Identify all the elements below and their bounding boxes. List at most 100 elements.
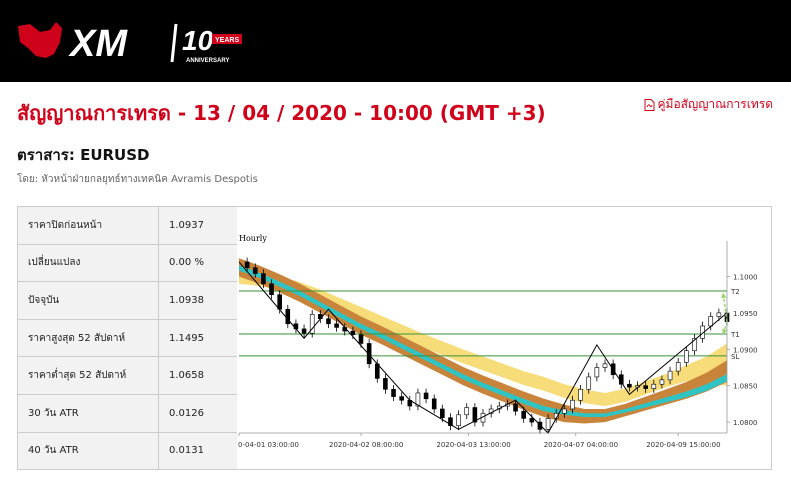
candle-body xyxy=(277,294,282,310)
stat-label: ปัจจุบัน xyxy=(17,281,159,320)
candle-body xyxy=(692,338,697,352)
candle-body xyxy=(716,312,722,317)
x-tick-label: 2020-04-07 04:00:00 xyxy=(544,441,618,449)
candle-body xyxy=(675,362,681,372)
signal-chart: T2 T1 SL 1.1000 1.0950 1.0900 1.0850 1.0800 0-04… xyxy=(237,206,772,470)
logo-text: XM xyxy=(68,23,128,65)
stat-label: ราคาสูงสุด 52 สัปดาห์ xyxy=(17,318,159,358)
candle-body xyxy=(651,383,657,389)
stat-value: 1.0937 xyxy=(158,206,238,245)
xm-logo[interactable]: XM 10 YEARS ANNIVERSARY xyxy=(16,18,246,66)
candle-body xyxy=(627,383,632,388)
level-label-sl: SL xyxy=(731,353,739,361)
projection-arrowhead xyxy=(721,292,727,299)
stats-row: ราคาปิดก่อนหน้า 1.0937 xyxy=(17,206,238,245)
level-label-t1: T1 xyxy=(730,331,740,339)
candle-body xyxy=(326,318,331,325)
stat-value: 0.00 % xyxy=(158,243,238,283)
instrument-symbol: ตราสาร: EURUSD xyxy=(17,146,150,164)
candle-body xyxy=(309,314,315,334)
y-tick-label: 1.1000 xyxy=(733,273,758,281)
y-tick-label: 1.0900 xyxy=(733,346,758,354)
signals-guide-link-label: คู่มือสัญญาณการเทรด xyxy=(657,97,774,111)
y-tick-label: 1.0850 xyxy=(733,383,758,391)
stat-label: เปลี่ยนแปลง xyxy=(17,243,159,283)
stat-value: 0.0131 xyxy=(158,431,238,471)
stats-row: 30 วัน ATR 0.0126 xyxy=(17,393,238,433)
stats-row: 40 วัน ATR 0.0131 xyxy=(17,431,238,471)
stat-value: 0.0126 xyxy=(158,393,238,433)
candle-body xyxy=(586,376,592,390)
anniversary-badge xyxy=(212,34,242,44)
stats-row: ราคาต่ำสุด 52 สัปดาห์ 1.0658 xyxy=(17,356,238,395)
candle-body xyxy=(301,328,307,334)
level-label-t2: T2 xyxy=(730,288,740,296)
candle-body xyxy=(383,378,388,390)
bull-icon xyxy=(18,22,62,58)
candle-body xyxy=(659,379,665,385)
candle-body xyxy=(431,398,437,410)
timeframe-label: Hourly xyxy=(239,234,267,243)
candle-body xyxy=(399,396,404,401)
x-tick-label: 2020-04-09 15:00:00 xyxy=(646,441,720,449)
top-header-bar: XM 10 YEARS ANNIVERSARY xyxy=(0,0,791,82)
zigzag-line xyxy=(238,261,728,434)
candle-body xyxy=(545,418,551,430)
candle-body xyxy=(537,421,543,430)
stat-value: 1.0938 xyxy=(158,281,238,320)
candle-body xyxy=(244,261,250,269)
candle-body xyxy=(594,367,600,378)
candle-body xyxy=(562,408,567,414)
stat-label: 40 วัน ATR xyxy=(17,431,159,471)
y-tick-label: 1.0950 xyxy=(733,310,758,318)
chart-svg: T2 T1 SL 1.1000 1.0950 1.0900 1.0850 1.0800 0-04… xyxy=(238,234,758,449)
stats-table: ราคาปิดก่อนหน้า 1.0937 เปลี่ยนแปลง 0.00 % … xyxy=(17,206,238,471)
projection-arrowhead xyxy=(722,328,728,335)
candle-body xyxy=(415,392,421,407)
band-inner-teal xyxy=(239,265,727,417)
candle-body xyxy=(667,370,673,381)
stat-value: 1.1495 xyxy=(158,318,238,358)
candle-body xyxy=(464,407,470,416)
candle-body xyxy=(513,403,518,412)
candle-body xyxy=(602,363,608,368)
candle-body xyxy=(350,330,356,336)
candle-body xyxy=(269,283,274,295)
candle-body xyxy=(358,334,364,344)
candle-body xyxy=(440,408,445,419)
stats-row: ปัจจุบัน 1.0938 xyxy=(17,281,238,320)
anniversary-number: 10 xyxy=(182,25,214,56)
candle-body xyxy=(684,350,689,363)
candle-body xyxy=(423,392,429,400)
candle-body xyxy=(252,267,258,274)
anniversary-badge-text: YEARS xyxy=(215,37,239,44)
stats-row: เปลี่ยนแปลง 0.00 % xyxy=(17,243,238,283)
candle-body xyxy=(643,385,648,389)
stat-label: ราคาปิดก่อนหน้า xyxy=(17,206,159,245)
candle-body xyxy=(261,273,266,285)
candle-body xyxy=(578,389,583,401)
anniversary-label: ANNIVERSARY xyxy=(186,58,229,64)
y-tick-label: 1.0800 xyxy=(733,419,758,427)
signals-guide-link[interactable]: คู่มือสัญญาณการเทรด xyxy=(644,95,774,114)
stat-value: 1.0658 xyxy=(158,356,238,395)
stat-label: 30 วัน ATR xyxy=(17,393,159,433)
pdf-icon xyxy=(644,98,654,111)
page-title: สัญญาณการเทรด - 13 / 04 / 2020 - 10:00 (… xyxy=(17,101,546,125)
candle-body xyxy=(456,414,461,427)
author-line: โดย: หัวหน้าฝ่ายกลยุทธ์ทางเทคนิค Avramis… xyxy=(17,174,258,185)
band-middle-brown xyxy=(239,258,727,424)
x-tick-label: 2020-04-03 13:00:00 xyxy=(436,441,510,449)
candle-body xyxy=(448,417,453,427)
stat-label: ราคาต่ำสุด 52 สัปดาห์ xyxy=(17,356,159,395)
candle-body xyxy=(570,399,575,410)
candle-body xyxy=(366,343,372,365)
candle-body xyxy=(521,410,526,419)
x-tick-label: 0-04-01 03:00:00 xyxy=(238,441,299,449)
candle-body xyxy=(472,407,478,423)
candle-body xyxy=(708,316,714,327)
logo-divider xyxy=(170,23,178,63)
stats-row: ราคาสูงสุด 52 สัปดาห์ 1.1495 xyxy=(17,318,238,358)
candle-body xyxy=(334,323,339,328)
x-tick-label: 2020-04-02 08:00:00 xyxy=(329,441,403,449)
